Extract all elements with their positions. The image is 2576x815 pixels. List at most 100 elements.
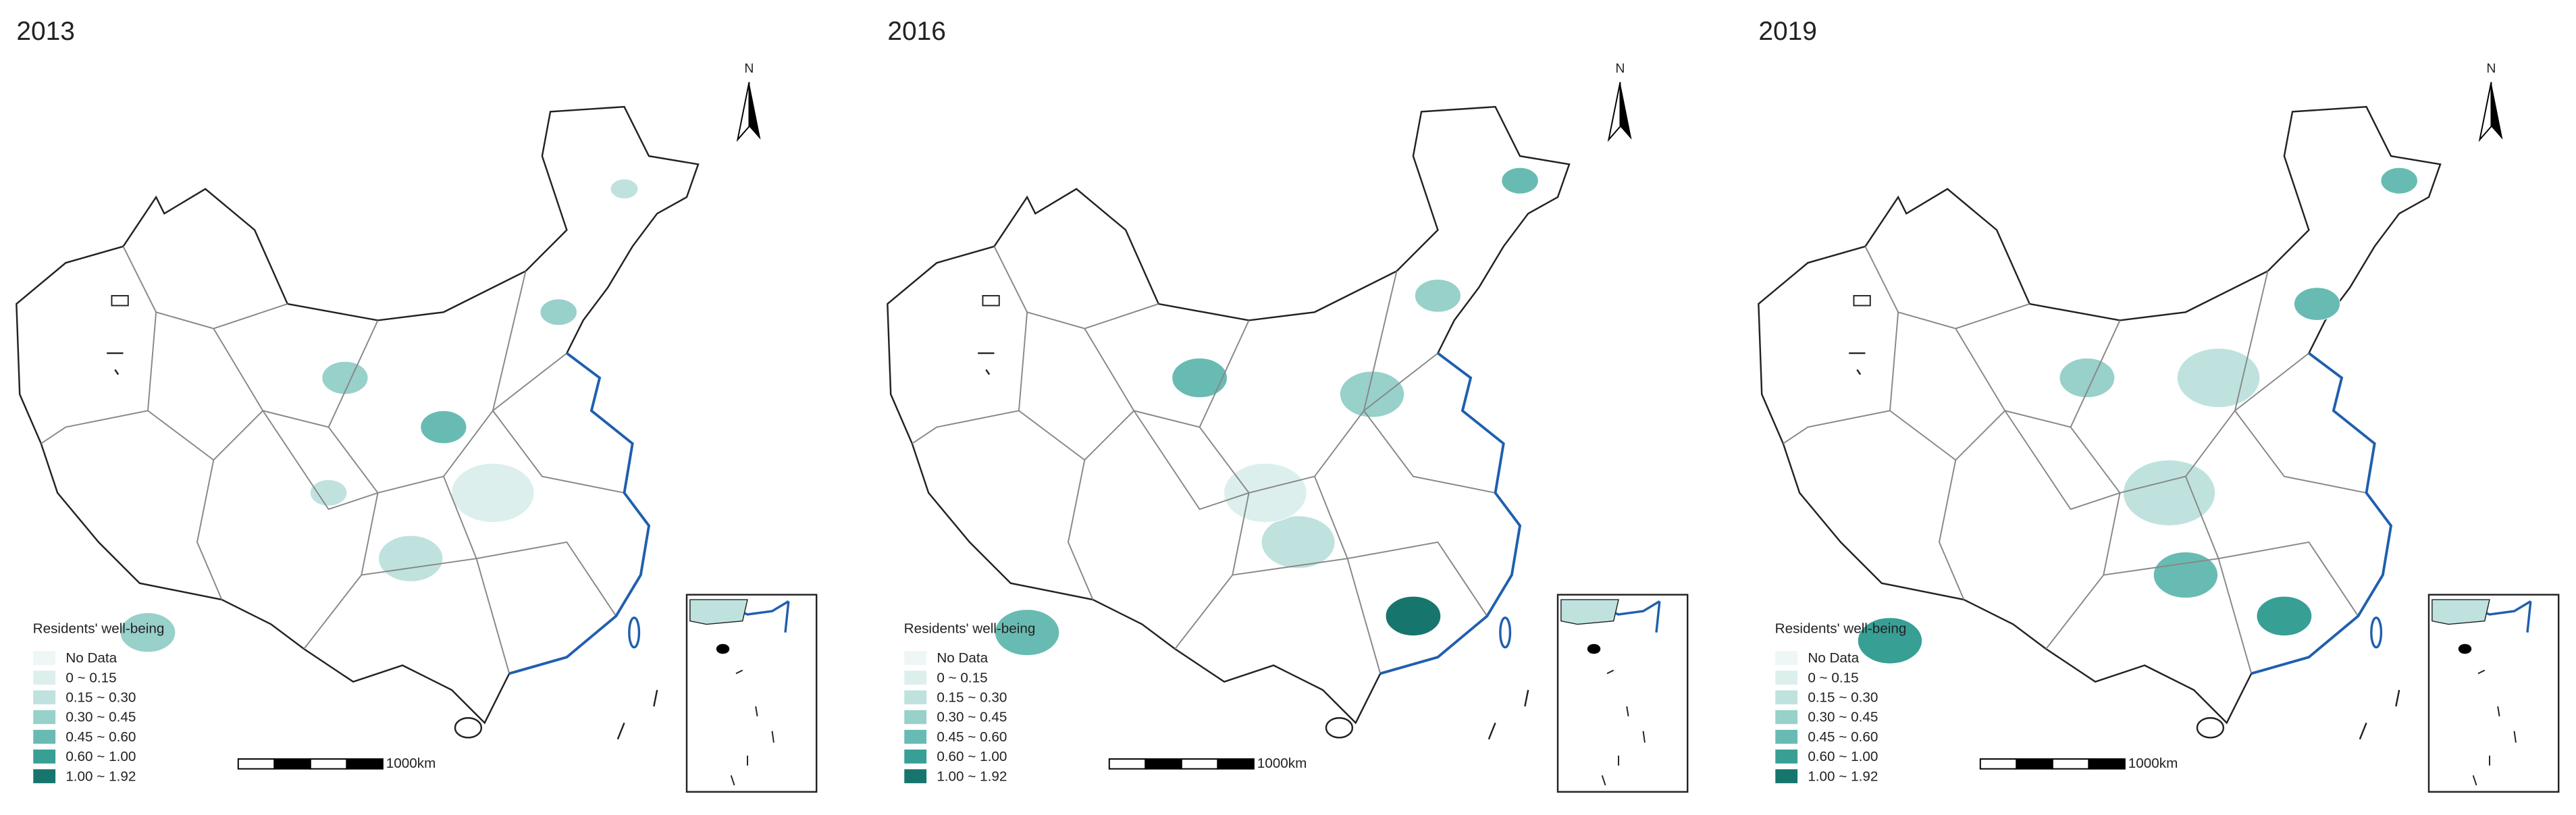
province-border [492, 410, 625, 494]
region-fill [420, 410, 467, 444]
legend-label: 0.30 ~ 0.45 [65, 710, 136, 725]
province-border [1363, 410, 1496, 494]
legend-swatch [32, 650, 57, 666]
inset-land [689, 599, 748, 625]
province-border [361, 558, 477, 576]
region-fill [2059, 357, 2115, 398]
north-arrow [2478, 82, 2492, 142]
scale-bar-segment [237, 758, 275, 770]
scale-bar-segment [2088, 758, 2126, 770]
region-fill [451, 463, 535, 523]
legend-label: 1.00 ~ 1.92 [937, 768, 1007, 784]
province-border [1864, 246, 2030, 330]
tarim-lake [982, 294, 1000, 307]
region-fill [2153, 552, 2219, 599]
province-border [2103, 558, 2219, 576]
scale-bar-segment [1217, 758, 1255, 770]
legend-label: 0 ~ 0.15 [937, 670, 987, 685]
scale-label: 1000km [2128, 756, 2178, 771]
region-fill [1857, 617, 1923, 664]
legend-swatch [903, 650, 928, 666]
legend-swatch [1775, 689, 1799, 706]
scale-bar-segment [2016, 758, 2053, 770]
region-fill [1385, 596, 1442, 637]
region-fill [378, 535, 444, 582]
scale-bar-segment [1108, 758, 1147, 770]
map-panel: 2016 N Residents' well-being No Data 0 ~ 0.1… [887, 17, 1689, 793]
province-border [2234, 410, 2367, 494]
legend-swatch [1775, 729, 1799, 745]
legend-label: 0.45 ~ 0.60 [1808, 729, 1878, 745]
region-fill [2256, 596, 2313, 637]
panel-title: 2019 [1758, 17, 1817, 46]
province-border [492, 352, 567, 412]
legend-title: Residents' well-being [33, 621, 165, 636]
province-border [1347, 541, 1488, 616]
province-border [1018, 410, 1134, 461]
province-border [1232, 558, 1348, 576]
scale-bar-segment [1979, 758, 2018, 770]
tarim-lake [1853, 294, 1871, 307]
scale-bar-segment [346, 758, 384, 770]
legend-label: 0.45 ~ 0.60 [937, 729, 1007, 745]
inset-land [1560, 599, 1619, 625]
region-fill [1172, 357, 1228, 398]
legend-label: No Data [937, 650, 988, 666]
legend-swatch [32, 768, 57, 785]
province-border [196, 460, 223, 600]
inset-frame [2427, 594, 2560, 793]
province-border [1067, 460, 1094, 600]
scale-label: 1000km [386, 756, 436, 771]
legend-swatch [32, 748, 57, 764]
inset-hainan [2458, 643, 2472, 654]
legend-swatch [1775, 650, 1799, 666]
legend-label: 0.30 ~ 0.45 [937, 710, 1007, 725]
province-border [2218, 541, 2359, 616]
legend-label: 0.45 ~ 0.60 [65, 729, 136, 745]
north-arrow-fill [1620, 82, 1632, 140]
coastline [508, 352, 651, 675]
region-fill [1339, 371, 1405, 418]
north-arrow [736, 82, 750, 142]
legend-label: 0.30 ~ 0.45 [1808, 710, 1878, 725]
region-fill [994, 609, 1060, 656]
region-fill [1501, 167, 1539, 194]
legend-label: No Data [65, 650, 117, 666]
legend-swatch [32, 670, 57, 686]
legend-swatch [903, 768, 928, 785]
legend-swatch [903, 709, 928, 725]
region-fill [2122, 459, 2216, 527]
inset-hainan [716, 643, 730, 654]
hainan [2196, 717, 2225, 739]
legend-label: 0 ~ 0.15 [1808, 670, 1858, 685]
province-border [1783, 312, 1899, 444]
province-border [262, 410, 378, 510]
province-border [1363, 352, 1438, 412]
coastline [1379, 352, 1522, 675]
islands [1849, 352, 2400, 740]
legend-label: 0.15 ~ 0.30 [937, 689, 1007, 705]
inset-frame [685, 594, 818, 793]
legend-swatch [1775, 748, 1799, 764]
legend-swatch [903, 748, 928, 764]
province-border [1938, 460, 1965, 600]
legend-swatch [1775, 768, 1799, 785]
scale-bar-segment [273, 758, 311, 770]
province-border [2004, 410, 2120, 510]
islands [978, 352, 1529, 740]
inset-islands [1601, 669, 1646, 786]
scale-bar-segment [1180, 758, 1219, 770]
scale-bar-segment [2051, 758, 2090, 770]
legend-label: 0 ~ 0.15 [65, 670, 116, 685]
hainan [1325, 717, 1354, 739]
inset-islands [2472, 669, 2517, 786]
province-border [1889, 410, 2005, 461]
inset-land [2432, 599, 2490, 625]
province-border [41, 312, 157, 444]
legend-label: 0.15 ~ 0.30 [65, 689, 136, 705]
scale-bar-segment [309, 758, 348, 770]
taiwan [1499, 616, 1512, 649]
region-fill [1224, 463, 1307, 523]
legend-label: No Data [1808, 650, 1859, 666]
north-arrow-fill [749, 82, 761, 140]
